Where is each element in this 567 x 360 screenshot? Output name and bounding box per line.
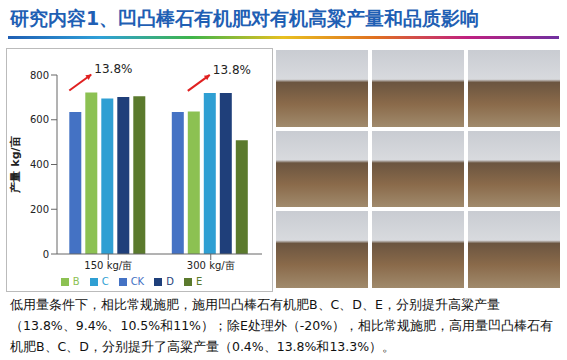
svg-text:400: 400 — [30, 159, 49, 170]
html-text:研究内容1、凹凸棒石有机肥对有机高粱产量和品质影响: 研究内容1、凹凸棒石有机肥对有机高粱产量和品质影响 — [10, 7, 480, 29]
svg-text:200: 200 — [30, 204, 49, 215]
svg-text:13.8%: 13.8% — [94, 62, 132, 76]
html-text:E: E — [195, 276, 203, 287]
svg-text:150 kg/亩: 150 kg/亩 — [84, 260, 132, 271]
svg-text:600: 600 — [30, 114, 49, 125]
svg-text:300 kg/亩: 300 kg/亩 — [187, 260, 235, 271]
svg-text:产量 kg/亩: 产量 kg/亩 — [9, 136, 22, 193]
html-text:CK: CK — [130, 276, 145, 287]
svg-text:800: 800 — [30, 70, 49, 81]
svg-text:0: 0 — [43, 249, 49, 260]
html-text:C: C — [101, 276, 109, 287]
html-text:B: B — [72, 276, 80, 287]
html-text:D: D — [166, 276, 174, 287]
svg-text:13.8%: 13.8% — [213, 63, 251, 77]
html-text:低用量条件下，相比常规施肥，施用凹凸棒石有机肥B、C、D、E: 低用量条件下，相比常规施肥，施用凹凸棒石有机肥B、C、D、E，分别提升高粱产量（… — [10, 297, 554, 354]
